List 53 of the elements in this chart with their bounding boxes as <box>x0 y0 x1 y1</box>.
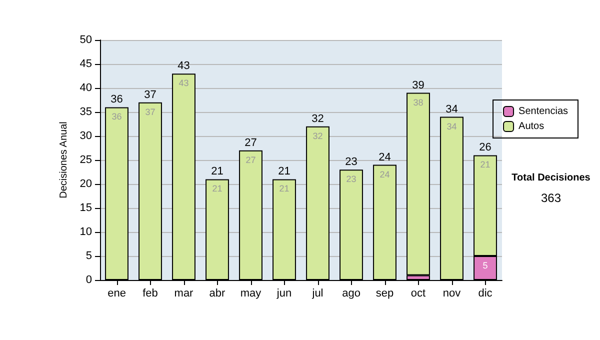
text: Total Decisiones <box>512 172 591 184</box>
x-tick-label: dic <box>478 288 493 300</box>
x-tick-label: may <box>240 288 262 300</box>
data-label: 37 <box>145 106 156 117</box>
y-tick-label: 15 <box>80 202 92 214</box>
x-tick-label: mar <box>174 288 194 300</box>
total-label: 23 <box>345 156 358 168</box>
total-label: 43 <box>178 60 190 72</box>
total-label: 26 <box>479 142 492 154</box>
x-tick-label: feb <box>142 288 158 300</box>
total-label: 32 <box>312 112 324 125</box>
data-label: 5 <box>482 260 488 270</box>
total-label: 21 <box>278 166 290 178</box>
y-tick-label: 20 <box>80 178 92 190</box>
y-tick-label: 30 <box>80 130 92 142</box>
data-label: 21 <box>480 160 490 170</box>
x-tick-label: sep <box>376 288 394 300</box>
total-label: 27 <box>244 136 257 149</box>
data-label: 34 <box>446 121 457 132</box>
total-label: 21 <box>211 166 224 178</box>
data-label: 43 <box>178 78 189 88</box>
legend-label: Sentencias <box>518 106 568 117</box>
data-label: 32 <box>312 130 323 141</box>
total-label: 24 <box>378 151 391 164</box>
y-tick-label: 35 <box>80 106 92 118</box>
x-tick-label: ago <box>342 288 360 300</box>
data-label: 21 <box>279 184 290 194</box>
x-tick-label: abr <box>209 288 226 300</box>
y-tick-label: 25 <box>80 154 92 166</box>
total-label: 39 <box>412 79 424 92</box>
x-tick-label: jun <box>276 288 292 300</box>
x-tick-label: nov <box>442 288 462 300</box>
x-tick-label: oct <box>410 288 426 300</box>
data-label: 21 <box>212 184 222 194</box>
y-axis-title: Decisiones Anual <box>58 122 70 198</box>
y-tick-label: 45 <box>80 58 92 70</box>
total-label: 37 <box>144 88 156 101</box>
y-tick-label: 5 <box>86 250 92 262</box>
y-tick-label: 10 <box>80 226 92 238</box>
y-tick-label: 50 <box>80 34 92 46</box>
total-label: 36 <box>110 94 123 106</box>
data-label: 27 <box>246 154 256 165</box>
data-label: 24 <box>380 169 390 180</box>
data-label: 23 <box>346 174 356 184</box>
data-label: 38 <box>413 97 424 108</box>
x-tick-label: ene <box>108 288 126 300</box>
y-tick-label: 0 <box>86 274 92 286</box>
legend-label: Autos <box>518 121 544 132</box>
total-label: 34 <box>446 103 458 116</box>
x-tick-label: jul <box>311 288 324 300</box>
text: 363 <box>540 191 562 205</box>
data-label: 36 <box>112 112 122 122</box>
y-tick-label: 40 <box>80 82 92 94</box>
